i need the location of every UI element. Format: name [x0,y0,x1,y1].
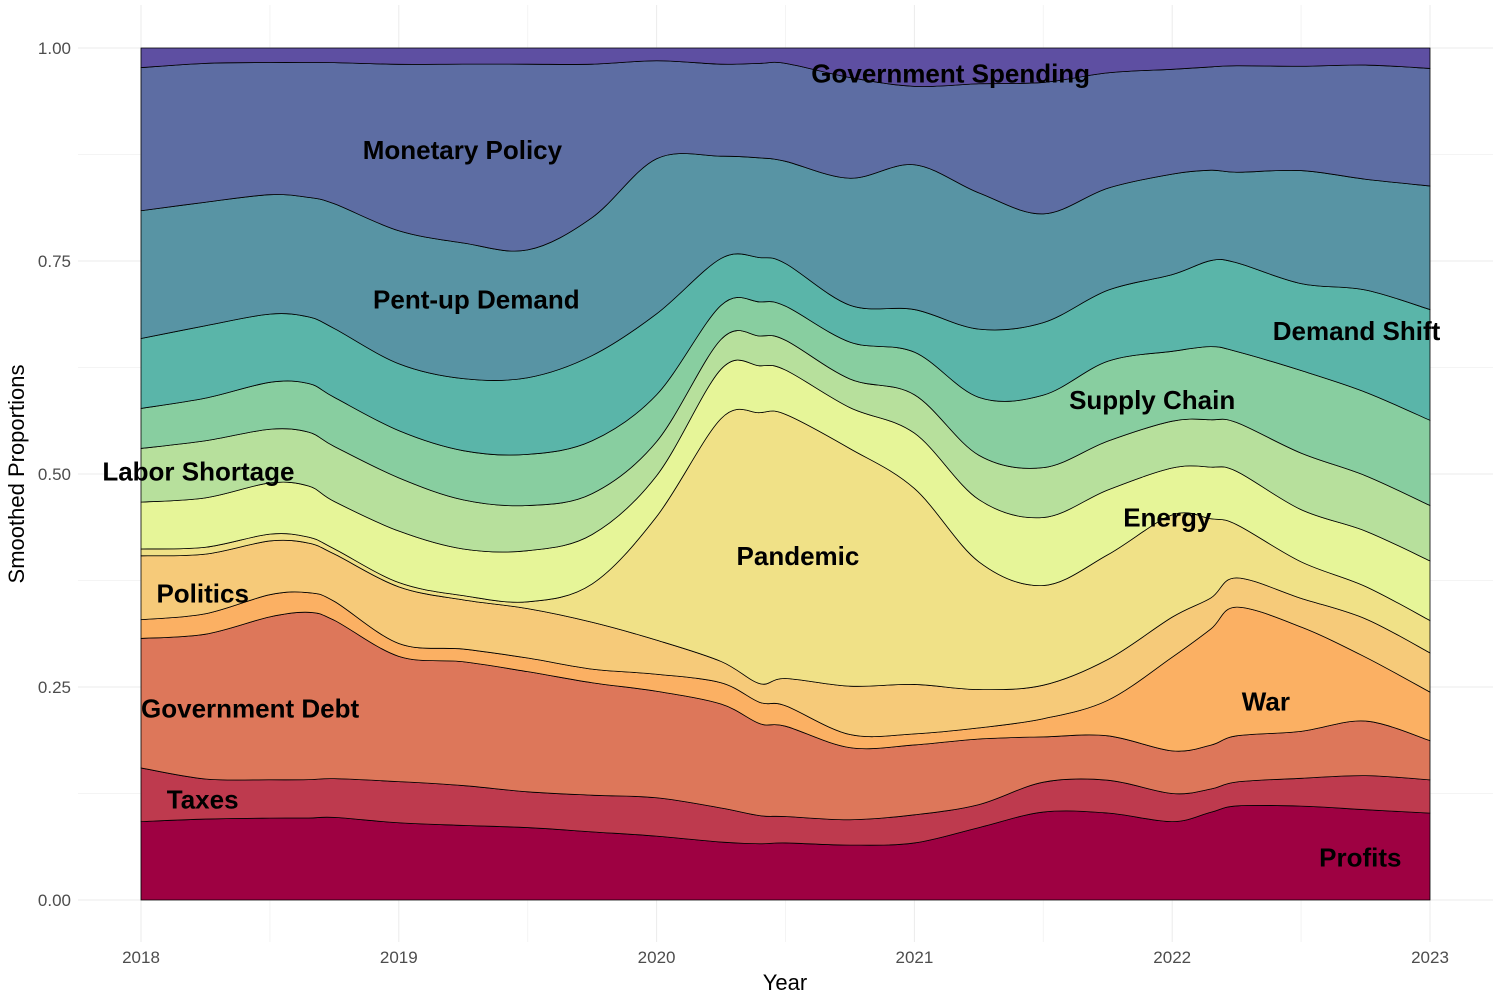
series-annotations: Government Spending Monetary Policy Pent-u… [102,59,1440,873]
series-label: Energy [1123,502,1212,532]
series-label: Demand Shift [1273,316,1441,346]
y-tick-label: 0.00 [38,891,71,910]
x-tick-label: 2023 [1411,948,1449,967]
x-tick-label: 2019 [380,948,418,967]
series-label: Supply Chain [1069,385,1235,415]
stacked-area-bands [140,47,1431,901]
y-tick-label: 1.00 [38,39,71,58]
y-axis-ticks: 0.00 0.25 0.50 0.75 1.00 [38,39,71,910]
y-tick-label: 0.25 [38,678,71,697]
series-label: Taxes [167,784,239,814]
x-tick-label: 2018 [122,948,160,967]
series-label: War [1242,686,1290,716]
x-tick-label: 2021 [895,948,933,967]
x-tick-label: 2020 [638,948,676,967]
series-label: Monetary Policy [363,135,563,165]
y-axis-title: Smoothed Proportions [4,365,29,584]
series-label: Government Debt [141,693,359,723]
series-label: Politics [156,578,248,608]
x-tick-label: 2022 [1153,948,1191,967]
y-tick-label: 0.75 [38,252,71,271]
y-tick-label: 0.50 [38,465,71,484]
series-label: Pandemic [737,541,860,571]
series-label: Pent-up Demand [373,284,580,314]
series-label: Labor Shortage [102,456,294,486]
x-axis-title: Year [763,970,807,995]
area-band-government-spending [140,47,1431,87]
series-label: Government Spending [811,59,1090,89]
x-axis-ticks: 2018 2019 2020 2021 2022 2023 [122,948,1449,967]
series-label: Profits [1319,842,1401,872]
